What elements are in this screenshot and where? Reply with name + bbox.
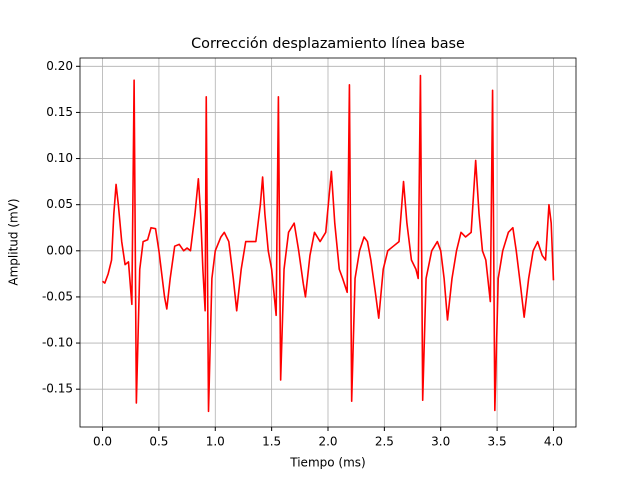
chart-title: Corrección desplazamiento línea base [191, 36, 465, 52]
y-tick-label: 0.00 [46, 243, 73, 257]
x-tick-label: 0.5 [149, 435, 168, 449]
y-tick-label: 0.10 [46, 151, 73, 165]
x-tick-label: 0.0 [93, 435, 112, 449]
x-tick-label: 2.5 [375, 435, 394, 449]
y-tick-label: -0.10 [42, 336, 73, 350]
x-tick-label: 3.5 [488, 435, 507, 449]
x-axis-label: Tiempo (ms) [289, 456, 365, 470]
y-tick-label: 0.15 [46, 105, 73, 119]
y-axis-label: Amplitud (mV) [7, 198, 21, 285]
x-tick-label: 4.0 [544, 435, 563, 449]
plot-frame [79, 57, 577, 428]
x-tick-label: 2.0 [318, 435, 337, 449]
y-tick-label: -0.15 [42, 382, 73, 396]
data-line [102, 74, 555, 413]
x-tick-label: 1.5 [262, 435, 281, 449]
y-tick-label: 0.20 [46, 59, 73, 73]
x-tick-label: 1.0 [206, 435, 225, 449]
y-tick-label: -0.05 [42, 289, 73, 303]
x-tick-label: 3.0 [431, 435, 450, 449]
y-tick-label: 0.05 [46, 197, 73, 211]
